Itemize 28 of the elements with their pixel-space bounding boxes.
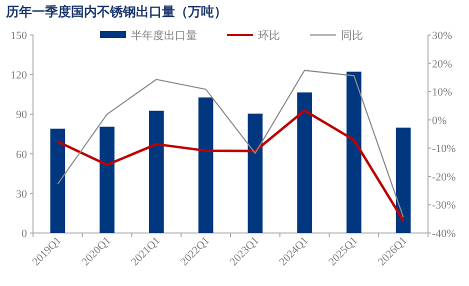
y-tick-label: 60: [16, 148, 28, 161]
bar: [50, 128, 66, 233]
y2-tick-label: 0%: [432, 114, 447, 127]
y2-tick-label: -40%: [432, 228, 456, 240]
chart-title: 历年一季度国内不锈钢出口量（万吨）: [5, 4, 227, 19]
y-tick-label: 120: [10, 70, 28, 82]
bar: [248, 114, 263, 233]
bar: [198, 97, 214, 233]
bar: [149, 110, 164, 233]
y-tick-label: 150: [10, 30, 28, 42]
y2-tick-label: 30%: [432, 30, 452, 42]
y-tick-label: 90: [16, 109, 28, 122]
legend-label: 同比: [341, 29, 363, 42]
y2-tick-label: -20%: [432, 171, 456, 184]
line-series: [57, 70, 404, 218]
y-tick-label: 0: [22, 228, 28, 240]
y2-tick-label: 10%: [432, 86, 452, 99]
legend-label: 半年度出口量: [131, 29, 197, 42]
y2-tick-label: -30%: [432, 200, 456, 212]
bar: [396, 128, 411, 233]
bar: [100, 126, 114, 233]
line-series: [56, 109, 405, 222]
y2-tick-label: 20%: [432, 58, 452, 70]
y2-tick-label: -10%: [432, 143, 456, 156]
bar: [297, 92, 312, 233]
y-tick-label: 30: [16, 188, 28, 200]
legend-label: 环比: [258, 29, 280, 42]
bar: [346, 72, 362, 233]
